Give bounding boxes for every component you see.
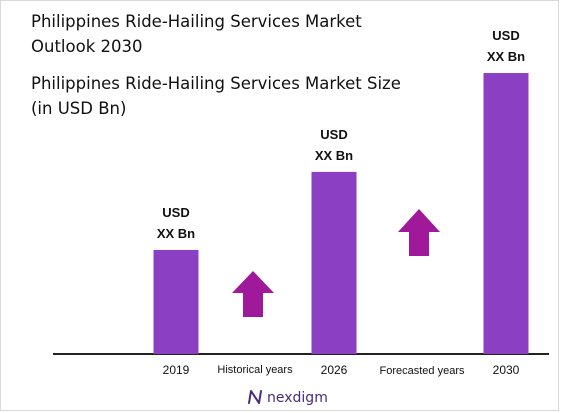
forecasted-years-label: Forecasted years bbox=[380, 365, 465, 377]
chart-title-line1: Philippines Ride-Hailing Services Market bbox=[31, 12, 362, 31]
data-label-2019-line2: XX Bn bbox=[157, 226, 195, 241]
data-label-2019-line1: USD bbox=[162, 205, 189, 220]
chart-subtitle-line2: (in USD Bn) bbox=[31, 99, 127, 118]
chart-title: Philippines Ride-Hailing Services Market… bbox=[31, 9, 362, 59]
bar-2030 bbox=[483, 73, 529, 354]
chart-subtitle-line1: Philippines Ride-Hailing Services Market… bbox=[31, 74, 401, 93]
chart-title-line2: Outlook 2030 bbox=[31, 37, 143, 56]
x-tick-2026: 2026 bbox=[321, 363, 348, 377]
data-label-2026-line2: XX Bn bbox=[315, 148, 353, 163]
up-arrow-icon bbox=[398, 209, 440, 256]
x-tick-2019: 2019 bbox=[163, 363, 190, 377]
data-label-2030-line1: USD bbox=[492, 28, 519, 43]
bar-2026 bbox=[311, 171, 357, 354]
nexdigm-logo-text: nexdigm bbox=[267, 390, 328, 406]
up-arrow-icon bbox=[232, 271, 274, 317]
x-tick-2030: 2030 bbox=[493, 363, 520, 377]
data-label-2030-line2: XX Bn bbox=[487, 49, 525, 64]
data-label-2026-line1: USD bbox=[320, 127, 347, 142]
historical-years-label: Historical years bbox=[217, 364, 293, 376]
bar-2019 bbox=[153, 249, 199, 354]
chart-subtitle: Philippines Ride-Hailing Services Market… bbox=[31, 71, 401, 121]
nexdigm-n-icon bbox=[248, 390, 262, 404]
